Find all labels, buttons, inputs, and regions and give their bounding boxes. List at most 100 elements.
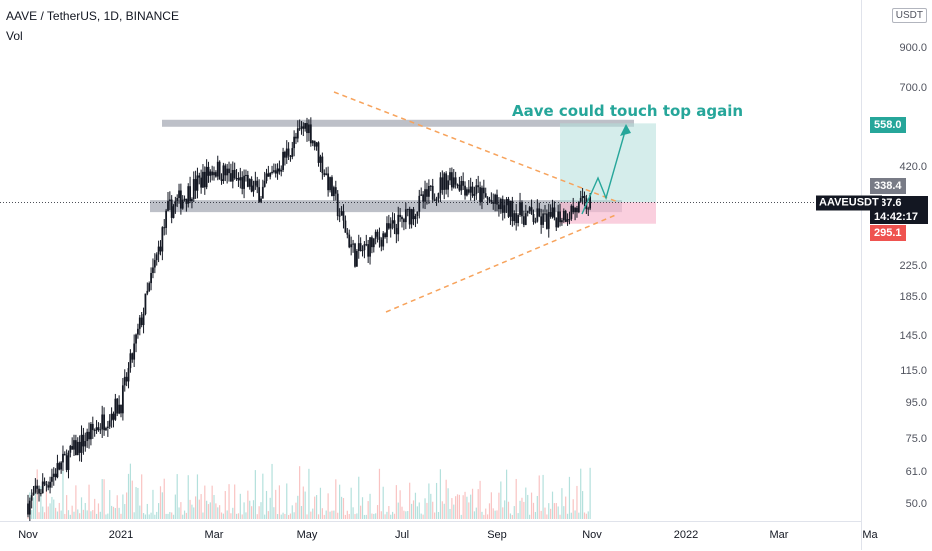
volume-bar	[376, 505, 379, 519]
volume-bar	[513, 506, 515, 519]
candle-body	[486, 197, 489, 200]
volume-bar	[174, 494, 176, 519]
volume-bar	[293, 512, 295, 519]
volume-bar	[204, 485, 206, 519]
candle-body	[289, 155, 292, 157]
price-axis[interactable]: USDT 900.0 700.0 420.0 225.0 185.0 145.0…	[861, 0, 932, 550]
candle-body	[150, 272, 152, 284]
time-tick: Nov	[18, 529, 38, 541]
candle-body	[36, 485, 39, 489]
candle-body	[129, 353, 132, 369]
candle-body	[41, 481, 44, 494]
candle-body	[192, 179, 195, 199]
volume-bar	[435, 482, 438, 519]
volume-bar	[506, 469, 508, 519]
volume-bar	[267, 511, 269, 519]
resistance-zone	[162, 119, 634, 127]
candle-body	[376, 231, 379, 237]
candle-body	[263, 180, 266, 187]
volume-bar	[515, 478, 517, 519]
candle-body	[65, 455, 68, 470]
time-tick: Nov	[582, 529, 602, 541]
last-price-tag: 337.6 14:42:17	[870, 196, 928, 224]
trade-annotation[interactable]: Aave could touch top again	[512, 102, 744, 120]
volume-bars	[27, 463, 591, 519]
volume-bar	[131, 480, 133, 519]
volume-bar	[189, 499, 191, 519]
candle-body	[404, 209, 407, 223]
currency-unit-badge[interactable]: USDT	[891, 8, 927, 23]
volume-bar	[559, 514, 561, 519]
candle-body	[276, 168, 279, 174]
volume-bar	[468, 502, 470, 519]
volume-bar	[519, 500, 521, 519]
candle-body	[110, 413, 113, 421]
volume-bar	[399, 490, 401, 519]
volume-bar	[146, 503, 148, 519]
candle-body	[389, 223, 392, 229]
volume-bar	[325, 510, 327, 519]
candle-body	[60, 462, 63, 470]
candle-body	[28, 500, 31, 515]
candle-body	[67, 452, 70, 470]
price-chart[interactable]	[0, 0, 861, 521]
volume-bar	[99, 511, 101, 519]
candle-body	[183, 198, 186, 200]
candle-body	[123, 376, 126, 386]
volume-bar	[289, 513, 292, 519]
horizontal-zones	[0, 119, 861, 224]
candle-body	[577, 201, 580, 213]
price-tick: 75.0	[905, 433, 927, 445]
volume-bar	[426, 502, 428, 519]
volume-bar	[439, 469, 441, 519]
volume-bar	[126, 492, 128, 519]
time-axis[interactable]	[0, 521, 861, 551]
candle-body	[167, 201, 169, 211]
volume-bar	[527, 494, 529, 519]
candle-body	[241, 177, 244, 189]
candle-body	[258, 187, 261, 202]
candle-body	[464, 185, 466, 196]
volume-bar	[202, 512, 204, 519]
volume-bar	[466, 496, 468, 519]
candle-body	[509, 200, 512, 217]
candle-body	[163, 227, 166, 229]
candle-body	[589, 195, 592, 209]
candle-body	[435, 198, 438, 201]
volume-bar	[589, 467, 591, 519]
volume-bar	[215, 503, 217, 519]
candle-body	[443, 173, 446, 190]
volume-bar	[373, 513, 375, 519]
candle-body	[526, 210, 529, 214]
volume-bar	[572, 499, 574, 519]
volume-bar	[224, 491, 226, 519]
candle-body	[118, 404, 121, 414]
volume-bar	[331, 510, 333, 519]
candle-body	[218, 161, 221, 180]
volume-bar	[209, 502, 211, 519]
candle-body	[185, 198, 188, 204]
candle-body	[125, 376, 128, 382]
candle-body	[220, 179, 223, 182]
volume-bar	[178, 507, 180, 519]
volume-bar	[348, 514, 350, 519]
candle-body	[172, 206, 175, 218]
volume-bar	[53, 499, 55, 519]
candle-body	[572, 205, 575, 213]
candle-body	[534, 221, 537, 223]
candle-body	[112, 413, 115, 420]
candle-body	[386, 223, 388, 238]
volume-bar	[477, 489, 479, 519]
candle-body	[203, 171, 206, 188]
candle-body	[56, 463, 59, 478]
candle-body	[127, 368, 130, 382]
volume-bar	[321, 508, 323, 519]
candle-body	[545, 213, 548, 229]
entry-price-tag: 338.4	[870, 178, 906, 194]
candle-body	[296, 128, 299, 139]
volume-bar	[585, 513, 587, 519]
candle-body	[399, 214, 402, 217]
candle-body	[230, 173, 232, 182]
volume-bar	[407, 510, 409, 519]
candle-body	[387, 223, 390, 229]
